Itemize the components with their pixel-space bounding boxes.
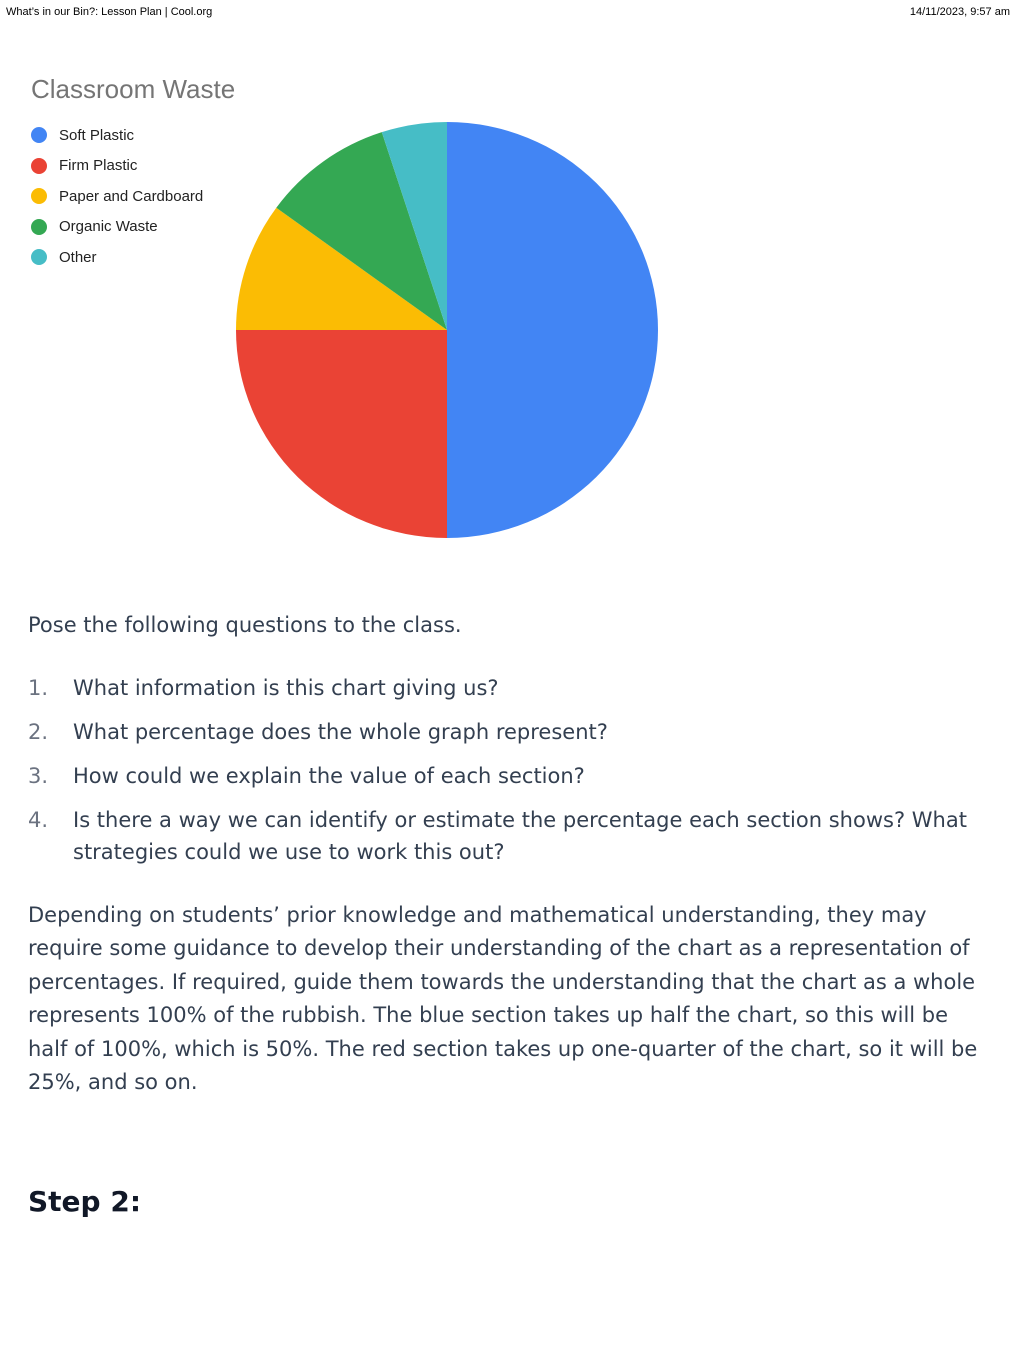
legend-dot-icon: [31, 249, 47, 266]
legend-item-paper-cardboard: Paper and Cardboard: [31, 181, 203, 212]
question-item: 1. What information is this chart giving …: [28, 672, 988, 704]
question-item: 2. What percentage does the whole graph r…: [28, 716, 988, 748]
page-title: What’s in our Bin?: Lesson Plan | Cool.o…: [6, 6, 213, 18]
question-text: What information is this chart giving us…: [73, 676, 499, 700]
legend-item-firm-plastic: Firm Plastic: [31, 151, 203, 182]
print-datetime: 14/11/2023, 9:57 am: [909, 6, 1010, 18]
legend-label: Paper and Cardboard: [59, 187, 204, 205]
step-heading: Step 2:: [28, 1185, 142, 1218]
chart-title: Classroom Waste: [31, 74, 236, 104]
question-number: 1.: [28, 676, 49, 700]
pie-slice-organic-waste: [276, 132, 447, 330]
legend-dot-icon: [31, 157, 47, 174]
legend-label: Soft Plastic: [59, 126, 135, 144]
chart-legend: Soft Plastic Firm Plastic Paper and Card…: [31, 120, 203, 273]
question-text: Is there a way we can identify or estima…: [73, 808, 967, 864]
questions-list: 1. What information is this chart giving …: [28, 672, 988, 880]
print-header: What’s in our Bin?: Lesson Plan | Cool.o…: [6, 6, 1010, 22]
guidance-paragraph: Depending on students’ prior knowledge a…: [28, 903, 978, 1095]
intro-text: Pose the following questions to the clas…: [28, 613, 462, 637]
question-number: 3.: [28, 764, 49, 788]
pie-graphic: [236, 122, 658, 538]
question-item: 3. How could we explain the value of each…: [28, 760, 988, 792]
question-text: How could we explain the value of each s…: [73, 764, 585, 788]
legend-label: Other: [59, 248, 97, 266]
pie-slice-firm-plastic: [236, 330, 447, 538]
legend-label: Firm Plastic: [59, 157, 138, 175]
legend-item-soft-plastic: Soft Plastic: [31, 120, 203, 151]
pie-slice-paper-and-cardboard: [236, 207, 447, 330]
question-item: 4. Is there a way we can identify or esti…: [28, 804, 988, 868]
legend-label: Organic Waste: [59, 218, 158, 236]
legend-dot-icon: [31, 188, 47, 205]
question-number: 2.: [28, 720, 49, 744]
legend-dot-icon: [31, 127, 47, 144]
pie-chart: Classroom Waste Soft Plastic Firm Plasti…: [0, 60, 700, 560]
legend-item-other: Other: [31, 242, 203, 273]
legend-dot-icon: [31, 218, 47, 235]
question-text: What percentage does the whole graph rep…: [73, 720, 608, 744]
pie-slice-other: [381, 122, 447, 330]
question-number: 4.: [28, 808, 49, 832]
pie-slice-soft-plastic: [447, 122, 658, 538]
legend-item-organic-waste: Organic Waste: [31, 212, 203, 243]
